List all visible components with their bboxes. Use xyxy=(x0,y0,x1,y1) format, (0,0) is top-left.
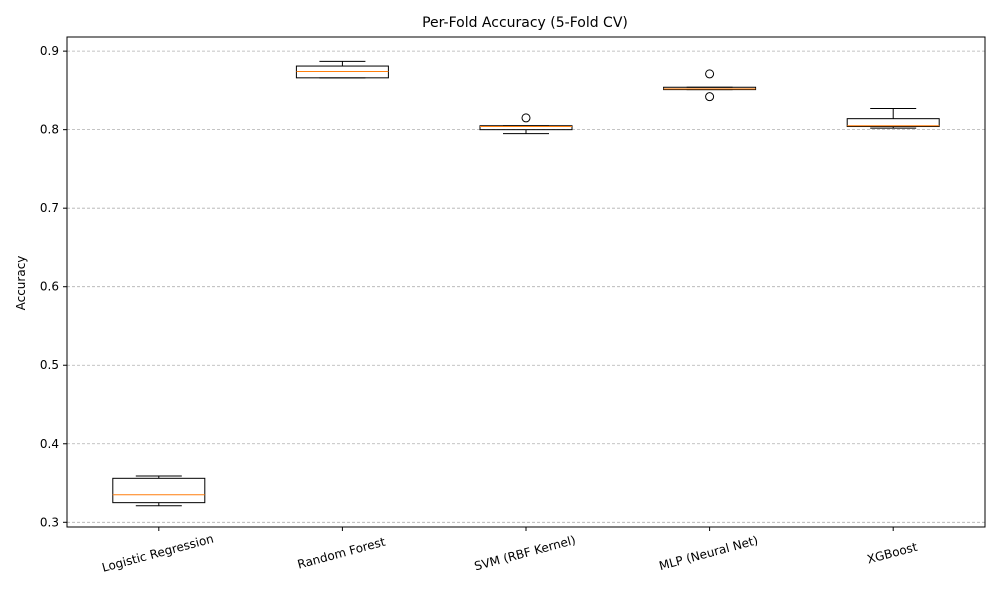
iqr-box xyxy=(479,125,573,131)
y-tick-label: 0.7 xyxy=(40,201,59,215)
grid-lines xyxy=(67,50,985,523)
box-plot xyxy=(112,475,206,507)
outlier-point xyxy=(521,113,531,123)
y-tick-label: 0.9 xyxy=(40,44,59,58)
box-plot xyxy=(846,107,940,129)
y-tick-label: 0.3 xyxy=(40,515,59,529)
iqr-box xyxy=(846,118,940,128)
y-tick-label: 0.6 xyxy=(40,280,59,294)
outlier-point xyxy=(705,92,715,102)
chart-title: Per-Fold Accuracy (5-Fold CV) xyxy=(422,15,628,31)
y-tick-label: 0.4 xyxy=(40,437,59,451)
box-plot xyxy=(479,113,573,135)
box-plots xyxy=(112,60,940,507)
y-tick-label: 0.8 xyxy=(40,123,59,137)
box-plot xyxy=(663,69,757,102)
y-axis: 0.3 0.4 0.5 0.6 0.7 0.8 0.9 xyxy=(40,44,67,529)
box-plot xyxy=(295,60,389,79)
y-axis-label: Accuracy xyxy=(14,256,28,311)
outlier-point xyxy=(705,69,715,79)
iqr-box xyxy=(112,477,206,504)
y-tick-label: 0.5 xyxy=(40,358,59,372)
